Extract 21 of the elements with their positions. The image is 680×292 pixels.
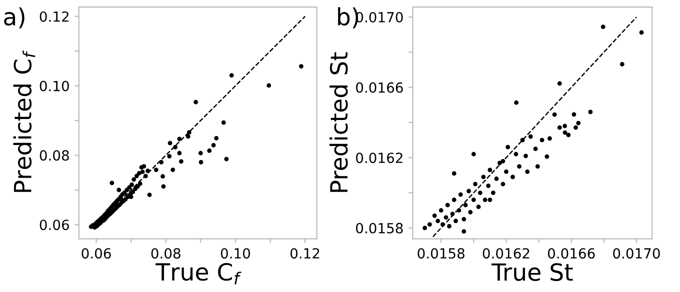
x-axis-title: True C$_{f}$ [156, 262, 242, 284]
y-tick-label: 0.0158 [356, 222, 403, 234]
x-tick-label: 0.06 [82, 248, 111, 259]
y-tick-label: 0.0162 [356, 152, 402, 164]
x-tick-label: 0.0158 [418, 248, 464, 259]
y-tick-label: 0.08 [40, 150, 69, 161]
y-tick-label: 0.12 [40, 11, 68, 22]
text: a) [4, 7, 24, 28]
x-tick-label: 0.10 [220, 248, 250, 259]
x-axis-title: True St [491, 263, 573, 281]
x-tick-label: 0.08 [151, 248, 180, 259]
y-tick-label: 0.10 [40, 80, 69, 92]
y-axis-title: Predicted C$_{f}$ [13, 50, 36, 192]
y-tick-label: 0.0166 [356, 82, 403, 93]
x-tick-label: 0.0166 [548, 248, 595, 259]
x-tick-label: 0.0162 [482, 248, 530, 259]
y-axis-title: Predicted St [330, 52, 348, 192]
x-tick-label: 0.0170 [613, 248, 660, 259]
text: b) [338, 7, 358, 28]
y-tick-label: 0.06 [40, 220, 69, 230]
x-tick-label: 0.12 [290, 248, 320, 259]
